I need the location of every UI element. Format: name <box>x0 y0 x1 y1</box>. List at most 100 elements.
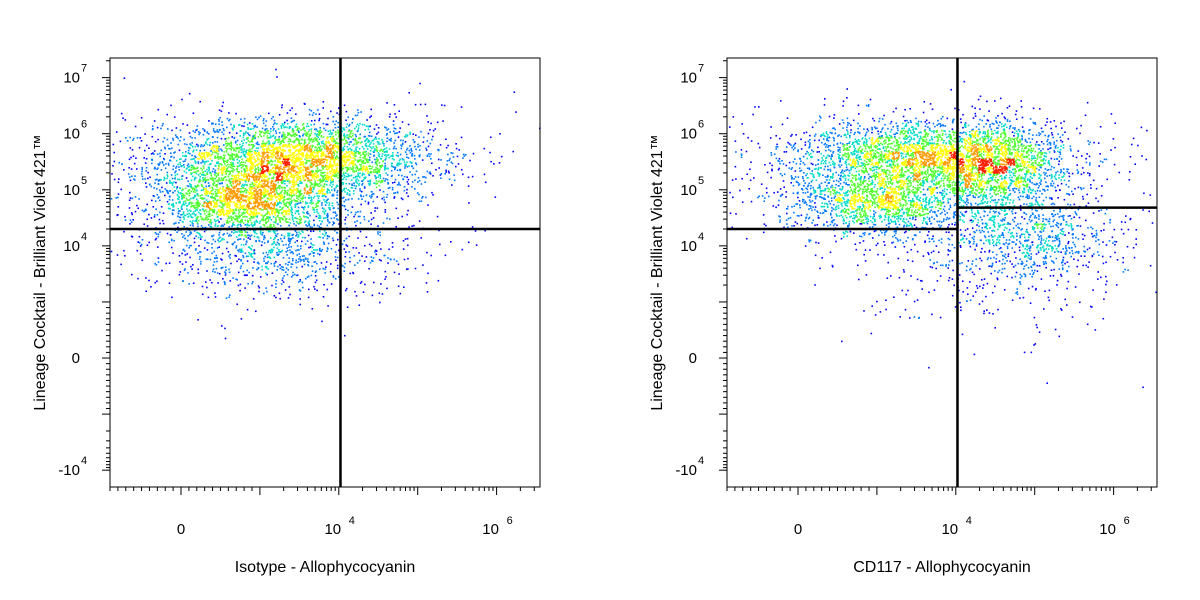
data-point <box>412 133 415 135</box>
data-point <box>219 187 221 190</box>
data-point <box>177 198 180 201</box>
data-point <box>450 161 453 164</box>
data-point <box>186 199 188 201</box>
data-point <box>265 287 267 289</box>
data-point <box>253 211 255 213</box>
data-point <box>211 243 213 245</box>
data-point <box>195 177 197 179</box>
data-point <box>226 220 229 222</box>
data-point <box>259 276 262 278</box>
data-point <box>257 285 260 287</box>
data-point <box>203 161 205 163</box>
data-point <box>226 144 229 147</box>
data-point <box>279 219 281 222</box>
data-point <box>177 201 180 204</box>
data-point <box>378 292 381 295</box>
data-point <box>254 126 256 128</box>
data-point <box>217 146 219 148</box>
data-point <box>328 133 331 135</box>
data-point <box>360 168 362 170</box>
data-point <box>125 137 127 139</box>
data-point <box>355 152 357 154</box>
data-point <box>231 178 233 180</box>
data-point <box>316 133 319 135</box>
data-point <box>168 198 171 201</box>
data-point <box>183 269 186 271</box>
data-point <box>275 132 278 134</box>
data-point <box>418 200 421 203</box>
data-point <box>367 172 369 174</box>
data-point <box>333 175 336 178</box>
data-point <box>188 165 191 168</box>
data-point <box>263 195 265 197</box>
data-point <box>246 223 249 225</box>
data-point <box>239 201 242 204</box>
data-point <box>425 147 427 149</box>
data-point <box>345 182 347 185</box>
data-point <box>182 203 184 205</box>
data-point <box>371 195 373 198</box>
data-point <box>292 174 295 176</box>
data-point <box>224 283 226 286</box>
data-point <box>259 230 262 232</box>
data-point <box>335 133 337 136</box>
data-point <box>404 165 406 168</box>
data-point <box>232 221 235 224</box>
data-point <box>241 161 243 164</box>
data-point <box>259 220 261 223</box>
data-point <box>251 171 254 173</box>
data-point <box>229 166 232 169</box>
data-point <box>159 199 161 202</box>
data-point <box>312 187 315 190</box>
data-point <box>358 152 361 155</box>
data-point <box>190 166 193 168</box>
data-point <box>189 233 191 236</box>
data-point <box>292 259 294 262</box>
data-point <box>377 152 380 154</box>
data-point <box>182 280 184 282</box>
data-point <box>431 191 433 194</box>
data-point <box>321 142 323 145</box>
data-point <box>324 272 326 274</box>
data-point <box>453 174 455 176</box>
data-point <box>217 189 219 191</box>
data-point <box>395 147 397 150</box>
data-point <box>132 139 134 141</box>
data-point <box>185 261 187 263</box>
data-point <box>238 248 241 251</box>
data-point <box>420 237 422 239</box>
data-point <box>306 210 309 213</box>
data-point <box>183 203 186 206</box>
data-point <box>164 188 167 190</box>
data-point <box>328 189 330 192</box>
data-point <box>217 199 219 201</box>
data-point <box>317 197 320 200</box>
data-point <box>316 151 318 154</box>
data-point <box>151 159 153 161</box>
data-point <box>253 250 255 253</box>
data-point <box>276 211 279 213</box>
data-point <box>234 142 237 144</box>
data-point <box>364 129 366 131</box>
data-point <box>338 174 340 177</box>
data-point <box>268 112 270 115</box>
data-point <box>178 149 181 152</box>
data-point <box>367 161 370 163</box>
data-point <box>257 147 260 149</box>
data-point <box>380 166 382 169</box>
data-point <box>275 189 278 192</box>
data-point <box>304 243 307 245</box>
data-point <box>284 182 286 185</box>
data-point <box>392 154 394 156</box>
data-point <box>304 196 306 199</box>
data-point <box>283 201 285 204</box>
data-point <box>447 170 450 173</box>
data-point <box>172 203 174 205</box>
data-point <box>296 139 299 141</box>
data-point <box>288 244 290 246</box>
data-point <box>263 118 265 120</box>
data-point <box>320 155 322 157</box>
data-point <box>205 141 207 143</box>
data-point <box>157 261 160 263</box>
data-point <box>364 260 366 262</box>
